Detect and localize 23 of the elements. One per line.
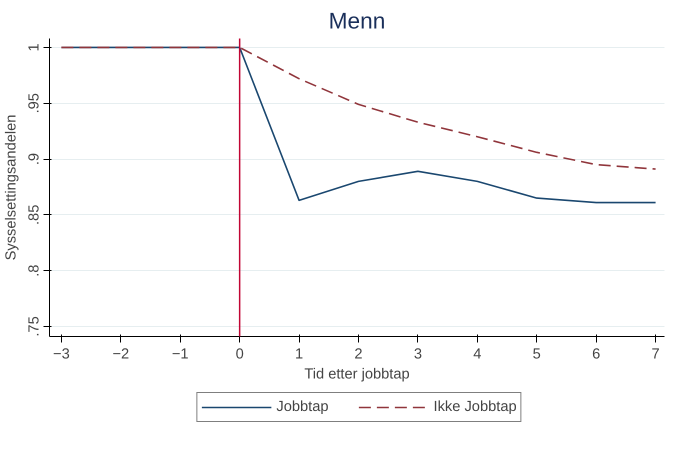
y-tick-label: .75 (26, 316, 42, 337)
x-tick-label: 7 (652, 346, 660, 362)
x-axis-title: Tid etter jobbtap (304, 366, 410, 382)
x-tick-label: 4 (473, 346, 482, 362)
y-axis-title: Sysselsettingsandelen (4, 114, 20, 260)
x-tick-label: 5 (532, 346, 541, 362)
x-tick-label: −3 (53, 346, 70, 362)
y-tick-label: .85 (26, 204, 42, 226)
x-tick-label: 6 (592, 346, 600, 362)
y-tick-label: .9 (26, 152, 42, 166)
legend-label: Ikke Jobbtap (434, 399, 517, 415)
x-tick-label: 3 (414, 346, 422, 362)
x-tick-label: −2 (112, 346, 130, 362)
x-tick-label: 1 (294, 346, 304, 362)
chart-title: Menn (328, 8, 386, 34)
x-tick-label: 2 (354, 346, 363, 362)
x-tick-label: 0 (236, 346, 244, 362)
x-tick-label: −1 (172, 346, 189, 362)
y-tick-label: 1 (26, 43, 42, 52)
line-series (60, 46, 656, 170)
y-tick-label: .95 (26, 93, 42, 114)
y-tick-label: .8 (26, 264, 42, 277)
legend-label: Jobbtap (276, 399, 329, 415)
